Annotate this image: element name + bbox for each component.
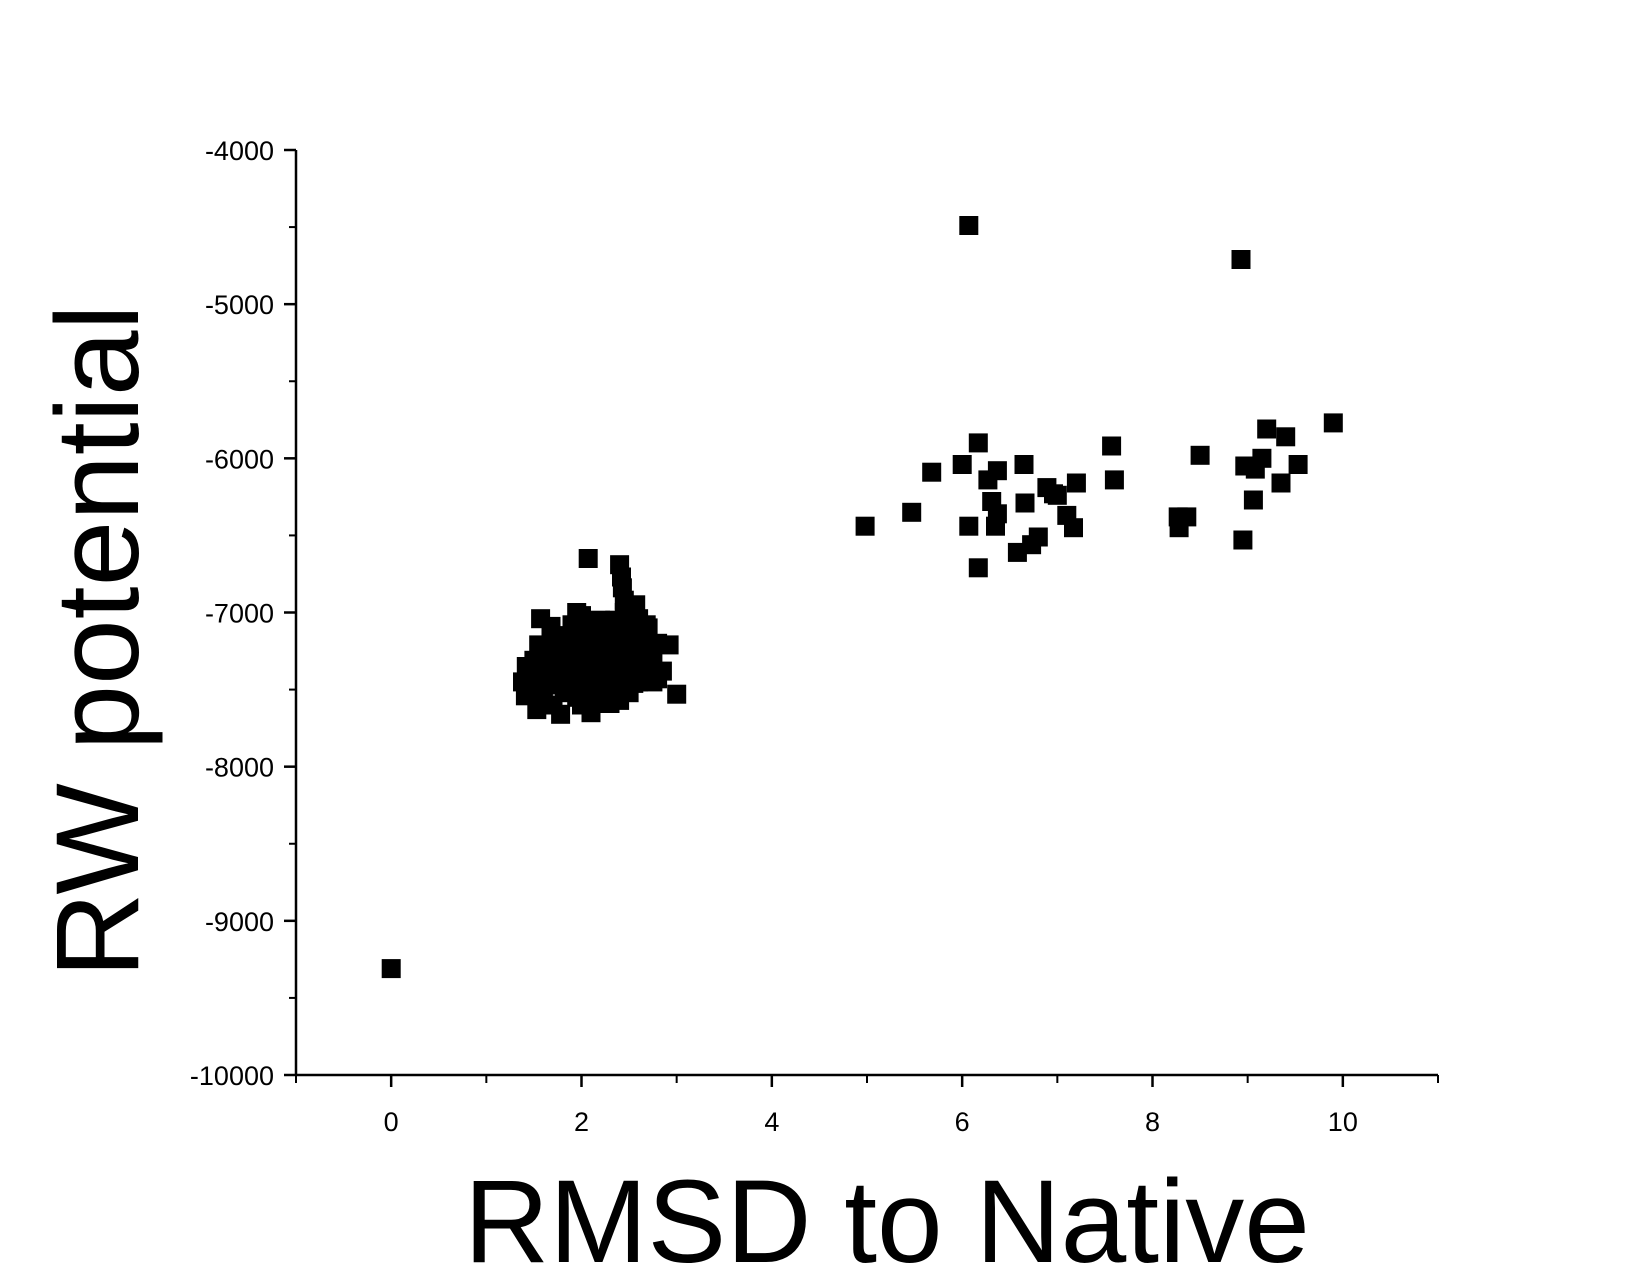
- data-point: [516, 657, 536, 676]
- y-tick-label: -8000: [205, 753, 274, 783]
- data-point: [557, 673, 577, 693]
- x-axis-title: RMSD to Native: [464, 1156, 1310, 1275]
- data-point: [595, 687, 615, 707]
- data-point: [952, 455, 972, 474]
- data-point: [640, 641, 660, 661]
- y-tick-label: -6000: [205, 444, 274, 474]
- data-point: [968, 558, 988, 578]
- data-point: [1104, 470, 1124, 490]
- data-point: [1047, 485, 1067, 505]
- data-point: [570, 618, 590, 638]
- data-point: [1233, 530, 1253, 550]
- data-point: [1177, 507, 1197, 527]
- data-point: [1066, 473, 1086, 493]
- data-point: [572, 695, 591, 715]
- y-tick-label: -5000: [205, 290, 274, 320]
- data-point: [532, 652, 551, 672]
- data-point: [562, 644, 582, 664]
- data-point: [524, 672, 544, 692]
- y-axis-title: RW potential: [32, 304, 164, 977]
- data-point: [1014, 455, 1034, 474]
- data-point: [922, 462, 942, 482]
- ticks: [284, 148, 1439, 1087]
- data-point: [1323, 413, 1343, 433]
- data-point: [1252, 448, 1272, 468]
- data-point: [1028, 527, 1048, 547]
- tick-labels: -10000 -9000 -8000 -7000 -6000 -5000 -4000 0 2 4 6…: [190, 136, 1358, 1137]
- x-tick-label: 10: [1328, 1107, 1358, 1137]
- data-point: [855, 516, 875, 536]
- data-point: [1257, 419, 1277, 439]
- data-point: [959, 216, 979, 235]
- data-point: [1231, 250, 1251, 269]
- data-point: [987, 461, 1007, 481]
- data-point: [619, 618, 639, 638]
- x-tick-label: 0: [384, 1107, 399, 1137]
- data-point: [591, 610, 610, 630]
- data-point: [1064, 518, 1083, 538]
- data-point: [1243, 490, 1263, 510]
- data-point: [578, 549, 598, 568]
- data-point: [968, 433, 988, 453]
- data-point: [1015, 493, 1035, 513]
- data-point: [572, 664, 591, 684]
- y-tick-label: -9000: [205, 907, 274, 937]
- y-tick-label: -4000: [205, 136, 274, 166]
- data-point: [987, 504, 1007, 524]
- data-points: [381, 216, 1343, 979]
- data-point: [1271, 473, 1291, 493]
- y-tick-label: -7000: [205, 599, 274, 629]
- x-tick-label: 4: [764, 1107, 779, 1137]
- data-point: [583, 636, 603, 656]
- data-point: [1288, 455, 1308, 474]
- data-point: [598, 667, 618, 687]
- data-point: [624, 641, 644, 661]
- x-tick-label: 8: [1145, 1107, 1160, 1137]
- x-tick-label: 6: [955, 1107, 970, 1137]
- data-point: [1276, 427, 1296, 447]
- data-point: [959, 516, 979, 536]
- data-point: [614, 603, 634, 622]
- data-point: [638, 618, 658, 638]
- data-point: [902, 502, 922, 522]
- data-point: [543, 695, 563, 715]
- axes: [294, 150, 1438, 1077]
- data-point: [638, 664, 658, 684]
- x-tick-label: 2: [574, 1107, 589, 1137]
- data-point: [667, 684, 687, 704]
- data-point: [1102, 436, 1122, 456]
- data-point: [381, 959, 401, 979]
- y-tick-label: -10000: [190, 1061, 274, 1091]
- data-point: [1190, 445, 1210, 465]
- data-point: [608, 652, 628, 672]
